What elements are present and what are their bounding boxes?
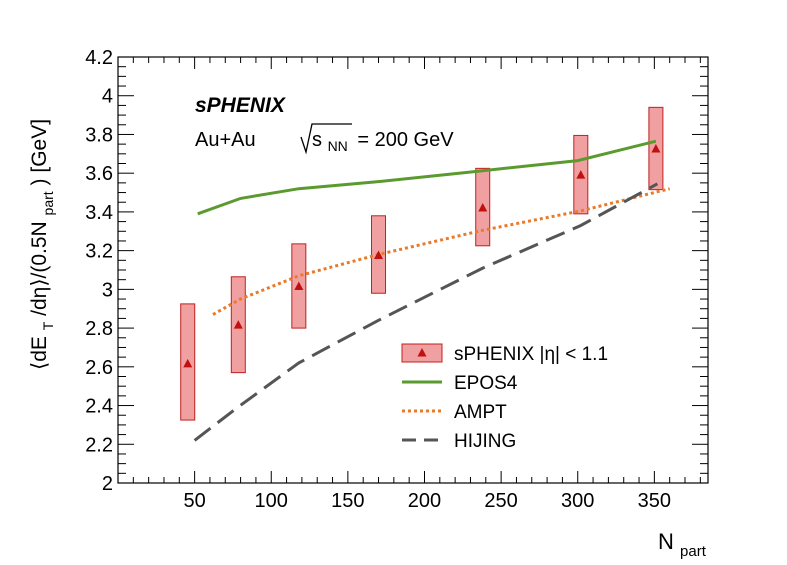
svg-text:s NN = 200 GeV: s NN = 200 GeV [312,129,454,156]
y-tick-label: 3.2 [85,241,113,263]
y-tick-label: 2.8 [85,318,113,340]
legend-label: AMPT [454,402,507,423]
x-tick-label: 150 [331,490,364,512]
y-tick-label: 3.6 [85,163,113,185]
y-axis-label-part2: /dη⟩/(0.5N [28,221,51,316]
data-point-6 [576,170,586,179]
series-line-epos4 [197,139,657,216]
legend-label: HIJING [454,431,516,452]
x-axis-label-sub: part [680,543,707,560]
y-tick-label: 2.4 [85,396,113,418]
model-curves [193,139,671,442]
systematic-boxes [180,106,664,421]
legend-label: EPOS4 [454,373,518,394]
legend-item-4: HIJING [402,431,516,452]
data-markers [183,143,661,368]
y-tick-label: 2 [102,473,113,495]
x-tick-label: 50 [183,490,205,512]
legend-label: sPHENIX |η| < 1.1 [454,344,608,365]
data-point-4 [374,250,384,259]
data-point-5 [478,203,488,212]
legend-marker-swatch [417,348,427,357]
energy-sqrt-symbol: s [312,129,322,151]
series-line-hijing [193,182,659,442]
y-tick-label: 4 [102,86,113,108]
y-tick-label: 3.4 [85,202,113,224]
data-point-3 [294,281,304,290]
y-axis-label-part3: ) [GeV] [28,119,51,186]
x-tick-label: 100 [255,490,288,512]
axes: 50 100 150 200 250 300 350 2 2.2 2.4 2.6 2.8 3 3.2 3.4… [85,47,709,512]
legend: sPHENIX |η| < 1.1 EPOS4 AMPT HIJING [401,343,608,452]
y-axis-label: ⟨dE T /dη⟩/(0.5N part ) [GeV] [28,119,58,370]
y-tick-label: 2.2 [85,434,113,456]
y-tick-label: 3 [102,279,113,301]
x-tick-label: 300 [561,490,594,512]
x-axis-label-main: N [658,529,674,554]
sqrt-sign [300,123,352,155]
energy-label: s NN = 200 GeV [300,123,454,156]
x-tick-label: 250 [484,490,517,512]
y-axis-label-sub2: part [40,191,56,215]
system-label: Au+Au [195,129,256,151]
plot-frame [117,56,709,484]
experiment-label: sPHENIX [195,94,287,117]
data-point-2 [233,320,243,329]
data-point-7 [651,143,661,153]
y-axis-label-part1: ⟨dE [28,336,51,370]
data-point-1 [183,358,193,368]
legend-item-1: sPHENIX |η| < 1.1 [401,343,608,365]
y-tick-label: 3.8 [85,124,113,146]
series-line-ampt [212,187,671,316]
legend-item-3: AMPT [402,402,507,423]
legend-item-2: EPOS4 [402,373,518,394]
energy-value: = 200 GeV [357,129,454,151]
x-tick-label: 200 [408,490,441,512]
y-tick-label: 2.6 [85,357,113,379]
y-axis-label-sub1: T [40,321,56,330]
x-tick-label: 350 [638,490,671,512]
y-tick-label: 4.2 [85,47,113,69]
x-axis-label: N part [658,529,707,560]
energy-sub: NN [328,138,348,154]
